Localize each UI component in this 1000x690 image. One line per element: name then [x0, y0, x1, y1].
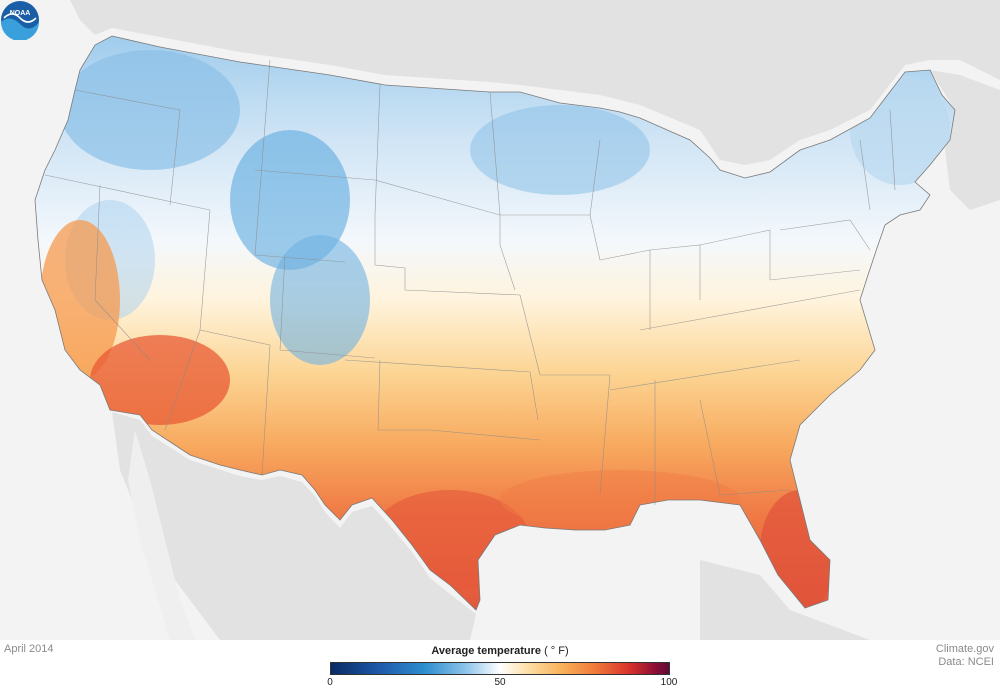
footer: April 2014 Average temperature ( ° F) 0 …	[0, 640, 1000, 690]
legend-color-bar	[330, 662, 670, 675]
surrounding-land	[70, 0, 1000, 640]
legend-tick-max: 100	[660, 677, 678, 688]
legend: Average temperature ( ° F) 0 50 100	[327, 644, 677, 688]
legend-tick-min: 0	[327, 677, 333, 688]
legend-title-text: Average temperature	[431, 645, 541, 657]
map-canvas	[34, 0, 1000, 640]
temperature-map: NOAA	[0, 0, 1000, 640]
legend-tick-mid: 50	[494, 677, 506, 688]
noaa-logo-icon: NOAA	[1, 1, 39, 40]
us-outline	[34, 35, 956, 611]
date-label: April 2014	[4, 643, 54, 655]
state-borders	[44, 59, 896, 505]
legend-title: Average temperature ( ° F)	[330, 645, 670, 657]
credit-source: Climate.gov	[935, 643, 994, 655]
legend-unit: ( ° F)	[544, 645, 569, 657]
noaa-logo-text: NOAA	[10, 10, 31, 17]
credit-data: Data: NCEI	[938, 656, 994, 668]
credit: Climate.gov Data: NCEI	[936, 643, 994, 669]
